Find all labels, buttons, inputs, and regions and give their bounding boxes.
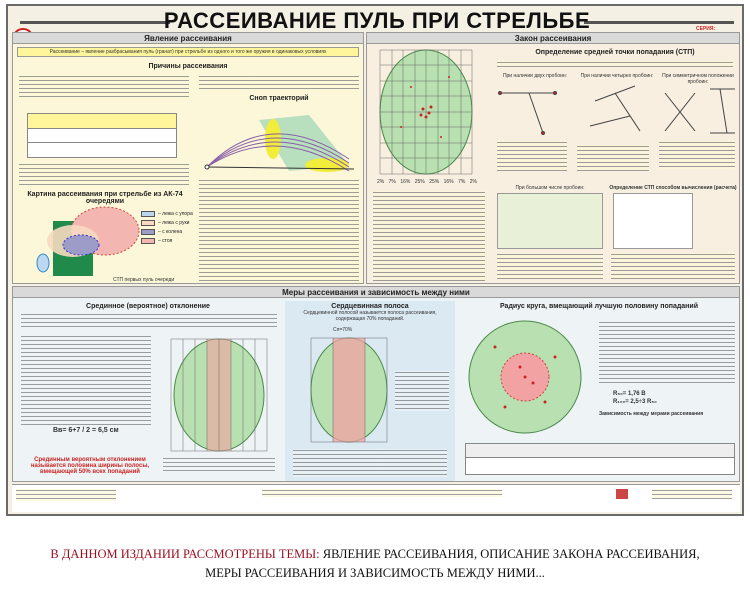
core-band-percent: Сп=70%: [333, 327, 353, 333]
case-four-holes: При наличии четырех пробоин:: [580, 73, 654, 79]
core-band-diagram: [310, 337, 388, 443]
median-ellipse-text: [163, 457, 275, 471]
caption-topics-1: ЯВЛЕНИЕ РАССЕИВАНИЯ, ОПИСАНИЕ ЗАКОНА РАС…: [319, 547, 700, 561]
poster: РАССЕИВАНИЕ ПУЛЬ ПРИ СТРЕЛЬБЕ 3 СЕРИЯ: О…: [6, 4, 744, 516]
poster-title: РАССЕИВАНИЕ ПУЛЬ ПРИ СТРЕЛЬБЕ: [163, 8, 591, 33]
phenomenon-panel: Явление рассеивания Рассеивание – явлени…: [12, 32, 364, 284]
core-band-legend: [395, 371, 449, 411]
dispersion-characteristics-table: [465, 443, 735, 475]
causes-text: [19, 75, 189, 99]
caption-line-1: В ДАННОМ ИЗДАНИИ РАССМОТРЕНЫ ТЕМЫ: ЯВЛЕН…: [0, 547, 750, 562]
radius-circle-diagram: [468, 320, 582, 434]
law-panel: Закон рассеивания 2% 7% 16% 25% 25% 16% 7% 2% О…: [366, 32, 740, 284]
publisher-address: [262, 489, 502, 497]
legend-item: – лежа с упора: [141, 209, 193, 218]
case-two-holes: При наличии двух пробоин:: [502, 73, 568, 79]
authors-info: [652, 489, 732, 499]
causes-air-text: [199, 75, 359, 89]
poster-footer: [12, 484, 740, 512]
caption-line-2: МЕРЫ РАССЕИВАНИЯ И ЗАВИСИМОСТЬ МЕЖДУ НИМ…: [205, 566, 545, 580]
dependence-heading: Зависимость между мерами рассеивания: [599, 411, 704, 417]
radius-formula-100: R₁₀₀= 2,5÷3 R₅₀: [613, 399, 657, 405]
sheaf-heading: Сноп траекторий: [249, 95, 309, 102]
publisher-logo: [616, 489, 628, 499]
ak74-heading: Картина рассеивания при стрельбе из АК-7…: [27, 191, 183, 205]
stp-intro: [497, 61, 733, 68]
measures-heading: Меры рассеивания и зависимость между ним…: [13, 287, 739, 298]
sheaf-description: [199, 179, 359, 281]
case-four-text: [577, 145, 649, 171]
core-band-definition: Сердцевинной полосой называется полоса р…: [303, 310, 437, 322]
ak74-legend: – лежа с упора – лежа с руки – с колена …: [141, 209, 193, 245]
radius-text: [599, 321, 735, 385]
calc-target: [613, 193, 693, 249]
radius-heading: Радиус круга, вмещающий лучшую половину …: [499, 303, 699, 310]
causes-angle-text: [19, 163, 189, 185]
many-holes-text: [497, 253, 603, 279]
calc-text: [611, 253, 735, 279]
many-holes-target: [497, 193, 603, 249]
percent-scale: 2% 7% 16% 25% 25% 16% 7% 2%: [377, 179, 477, 185]
legend-item: – стоя: [141, 236, 193, 245]
ak74-dispersion-diagram: [36, 206, 140, 276]
trajectory-sheaf-diagram: [204, 115, 355, 172]
core-band-heading: Сердцевинная полоса: [331, 303, 409, 310]
caption-lead: В ДАННОМ ИЗДАНИИ РАССМОТРЕНЫ ТЕМЫ:: [50, 547, 320, 561]
case-symmetric: При симметричном положении пробоин:: [662, 73, 734, 85]
legend-item: – лежа с руки: [141, 218, 193, 227]
phenomenon-heading: Явление рассеивания: [13, 33, 363, 44]
median-example: [21, 335, 151, 425]
median-heading: Срединное (вероятное) отклонение: [86, 303, 210, 310]
title-rule-right: [584, 21, 734, 24]
stp-first-label: СТП первых пуль очереди: [113, 277, 175, 283]
many-holes-heading: При большом числе пробоин:: [515, 185, 585, 191]
median-ellipse-diagram: [170, 338, 268, 452]
definition: Рассеивание – явление разбрасывания пуль…: [17, 47, 359, 57]
stp-construction-diagrams: [498, 85, 735, 135]
law-description: [373, 191, 485, 281]
core-band-section: Сердцевинная полоса Сердцевинной полосой…: [285, 301, 455, 481]
calc-heading: Определение СТП способом вычисления (рас…: [609, 185, 737, 191]
core-band-text: [293, 449, 447, 477]
median-note: Срединным вероятным отклонением называет…: [30, 457, 150, 475]
median-definition: [21, 313, 277, 327]
measurement-table: [27, 113, 177, 158]
law-heading: Закон рассеивания: [367, 33, 739, 44]
title-rule-left: [20, 21, 170, 24]
legend-item: – с колена: [141, 227, 193, 236]
case-symmetric-text: [659, 141, 735, 169]
case-two-text: [497, 141, 567, 171]
measures-panel: Меры рассеивания и зависимость между ним…: [12, 286, 740, 482]
dispersion-ellipse-grid: [379, 49, 473, 175]
publisher-info: [16, 489, 116, 501]
median-formula: Вв= 6+7 / 2 = 6,5 см: [53, 427, 119, 434]
causes-heading: Причины рассеивания: [148, 63, 228, 70]
radius-formula-50: R₅₀= 1,76 В: [613, 391, 646, 397]
stp-heading: Определение средней точки попадания (СТП…: [535, 49, 695, 56]
